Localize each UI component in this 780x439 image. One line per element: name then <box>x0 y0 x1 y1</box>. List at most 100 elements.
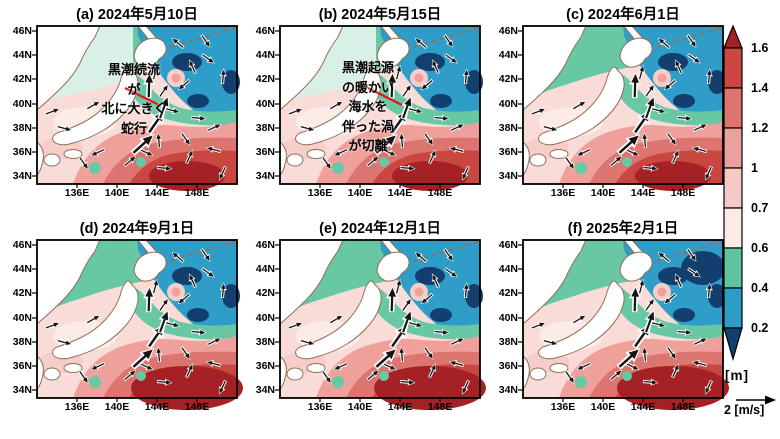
vector-scale: 2 [m/s] <box>724 393 780 417</box>
x-tick-label: 136E <box>550 401 576 413</box>
y-tick-label: 42N <box>255 73 275 85</box>
colorbar-tick-label: 0.2 <box>751 321 769 335</box>
map-canvas <box>518 239 729 410</box>
x-tick-label: 140E <box>347 187 373 199</box>
x-tick-label: 136E <box>550 187 576 199</box>
x-tick-label: 136E <box>64 401 90 413</box>
y-tick-label: 36N <box>255 360 275 372</box>
y-tick-label: 40N <box>12 312 32 324</box>
x-tick-label: 140E <box>590 401 616 413</box>
map-frame <box>279 239 481 399</box>
y-tick-label: 40N <box>255 312 275 324</box>
colorbar-tick-label: 0.4 <box>751 281 769 295</box>
kuril-islands-coast <box>170 27 236 48</box>
colorbar: 1.6 1.4 1.2 1 0.7 0.6 0.4 0.2 [m] 2 [m/s] <box>723 24 780 417</box>
x-tick-label: 144E <box>144 187 170 199</box>
y-tick-label: 38N <box>498 336 518 348</box>
colorbar-tick-label: 1.4 <box>751 81 769 95</box>
vector-scale-label: 2 [m/s] <box>724 403 765 417</box>
kuril-islands-coast <box>656 27 722 48</box>
map-plot: 黒潮起源 の暖かい 海水を 伴った渦 が切離 <box>275 25 483 191</box>
x-tick-label: 136E <box>307 187 333 199</box>
x-tick-label: 140E <box>104 401 130 413</box>
map-frame <box>522 239 724 399</box>
y-tick-label: 42N <box>255 287 275 299</box>
panel-title: (d) 2024年9月1日 <box>79 221 195 237</box>
map-frame <box>36 25 238 185</box>
map-frame <box>36 239 238 399</box>
coastlines-land <box>279 25 410 177</box>
y-tick-label: 36N <box>498 360 518 372</box>
map-panel: (d) 2024年9月1日 46N 44N 42N 40N 38N 36N 34… <box>0 214 243 428</box>
map-canvas <box>275 239 486 410</box>
x-tick-label: 140E <box>104 187 130 199</box>
coastlines-land <box>36 25 167 177</box>
y-tick-label: 42N <box>498 287 518 299</box>
colorbar-tick-label: 1.2 <box>751 121 769 135</box>
coastlines-land <box>279 239 410 391</box>
coastlines-land <box>522 239 653 391</box>
panel-title: (a) 2024年5月10日 <box>76 7 198 23</box>
vector-scale-arrow <box>736 395 776 405</box>
y-tick-label: 36N <box>255 146 275 158</box>
x-tick-label: 144E <box>387 401 413 413</box>
y-tick-label: 46N <box>255 239 275 251</box>
y-tick-label: 44N <box>255 49 275 61</box>
map-canvas <box>32 25 240 191</box>
y-tick-label: 38N <box>12 122 32 134</box>
x-tick-label: 140E <box>347 401 373 413</box>
panel-title: (c) 2024年6月1日 <box>566 7 680 23</box>
kuril-islands-coast <box>656 241 722 262</box>
y-tick-label: 38N <box>255 336 275 348</box>
y-tick-label: 46N <box>12 239 32 251</box>
x-tick-label: 144E <box>630 187 656 199</box>
map-canvas <box>32 239 243 410</box>
y-tick-label: 34N <box>498 384 518 396</box>
y-tick-label: 44N <box>12 263 32 275</box>
panel-grid: (a) 2024年5月10日 46N 44N 42N 40N 38N 36N 3… <box>0 0 729 428</box>
annotation-red-line <box>124 87 160 106</box>
panel-title: (f) 2025年2月1日 <box>567 221 679 237</box>
colorbar-tick-label: 0.7 <box>751 201 769 215</box>
map-frame <box>522 25 724 185</box>
map-plot <box>32 239 243 410</box>
annotation-red-line <box>367 87 403 106</box>
y-tick-label: 34N <box>255 170 275 182</box>
colorbar-bar: 1.6 1.4 1.2 1 0.7 0.6 0.4 0.2 <box>723 24 780 362</box>
y-tick-label: 42N <box>12 73 32 85</box>
map-plot: 黒潮続流 が 北に大きく 蛇行 <box>32 25 240 191</box>
y-tick-label: 44N <box>498 49 518 61</box>
y-tick-label: 34N <box>12 170 32 182</box>
x-tick-label: 148E <box>670 187 696 199</box>
y-tick-label: 42N <box>12 287 32 299</box>
y-tick-label: 42N <box>498 73 518 85</box>
panel-annotation: 黒潮起源 の暖かい 海水を 伴った渦 が切離 <box>341 60 394 153</box>
map-frame <box>279 25 481 185</box>
colorbar-unit-label: [m] <box>725 368 749 383</box>
y-tick-label: 38N <box>12 336 32 348</box>
y-tick-label: 34N <box>498 170 518 182</box>
map-panel: (a) 2024年5月10日 46N 44N 42N 40N 38N 36N 3… <box>0 0 243 214</box>
y-tick-label: 46N <box>498 239 518 251</box>
y-tick-label: 36N <box>12 360 32 372</box>
x-tick-label: 136E <box>64 187 90 199</box>
x-tick-label: 136E <box>307 401 333 413</box>
coastlines-land <box>36 239 167 391</box>
map-canvas <box>518 25 726 191</box>
kuril-islands-coast <box>170 241 236 262</box>
y-tick-label: 40N <box>255 98 275 110</box>
colorbar-tick-label: 1.6 <box>751 41 769 55</box>
y-tick-label: 46N <box>255 25 275 37</box>
panel-title: (e) 2024年12月1日 <box>319 221 441 237</box>
x-tick-label: 148E <box>184 187 210 199</box>
map-panel: (b) 2024年5月15日 46N 44N 42N 40N 38N 36N 3… <box>243 0 486 214</box>
kuril-islands-coast <box>413 27 479 48</box>
y-tick-label: 40N <box>498 312 518 324</box>
y-tick-label: 38N <box>498 122 518 134</box>
map-panel: (f) 2025年2月1日 46N 44N 42N 40N 38N 36N 34… <box>486 214 729 428</box>
y-tick-label: 46N <box>498 25 518 37</box>
map-canvas <box>275 25 483 191</box>
colorbar-tick-label: 1 <box>751 161 758 175</box>
map-plot <box>275 239 486 410</box>
